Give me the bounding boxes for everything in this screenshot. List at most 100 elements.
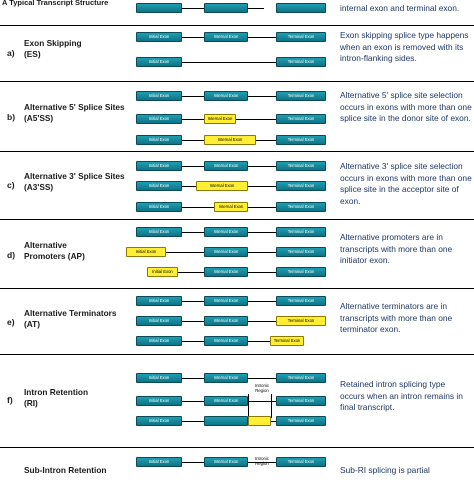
exon-initial: Initial Exon xyxy=(136,336,182,346)
exon-terminal: Terminal Exon xyxy=(276,91,326,101)
row-letter: f) xyxy=(7,395,13,405)
row-letter: e) xyxy=(7,317,15,327)
transcript: Initial Exon Internal Exon Terminal Exon xyxy=(0,372,474,386)
exon-initial: Initial Exon xyxy=(136,135,182,145)
intronic-region-label: Intronic Region xyxy=(254,383,270,393)
exon-internal: Internal Exon xyxy=(204,227,248,237)
transcript: Initial Exon Internal Exon Terminal Exon xyxy=(0,134,474,148)
row-alt-promoters: d) Alternative Promoters (AP) Initial Ex… xyxy=(0,220,474,289)
exon-initial: Initial Exon xyxy=(136,161,182,171)
exon-initial: Initial Exon xyxy=(136,316,182,326)
exon-internal: Internal Exon xyxy=(204,247,248,257)
exon-terminal: Terminal Exon xyxy=(276,181,326,191)
row-letter: c) xyxy=(7,180,15,190)
exon-initial: Initial Exon xyxy=(136,416,182,426)
transcript: Initial Exon Internal Exon Terminal Exon xyxy=(0,113,474,127)
exon-internal-alt: Internal Exon xyxy=(204,135,256,145)
row-alt-terminators: e) Alternative Terminators (AT) Initial … xyxy=(0,289,474,355)
row-description: Sub-RI splicing is partial xyxy=(340,465,430,475)
row-letter: d) xyxy=(7,250,16,260)
exon xyxy=(136,3,182,13)
exon-initial: Initial Exon xyxy=(136,114,182,124)
row-label: Alternative Promoters (AP) xyxy=(24,240,85,261)
exon-terminal: Terminal Exon xyxy=(276,57,326,67)
transcript: Initial Exon Internal Exon Terminal Exon xyxy=(0,315,474,329)
exon-internal: Internal Exon xyxy=(204,161,248,171)
exon-initial: Initial Exon xyxy=(136,296,182,306)
transcript: Initial Exon Internal Exon Terminal Exon xyxy=(0,160,474,174)
exon-internal: Internal Exon xyxy=(204,396,248,406)
row-exon-skipping: a) Exon Skipping (ES) Initial Exon Inter… xyxy=(0,26,474,82)
exon-terminal: Terminal Exon xyxy=(276,32,326,42)
exon-terminal: Terminal Exon xyxy=(276,373,326,383)
exon-terminal: Terminal Exon xyxy=(276,267,326,277)
transcript: Initial Exon Internal Exon Terminal Exon xyxy=(0,226,474,240)
exon-initial: Initial Exon xyxy=(136,396,182,406)
transcript: Initial Exon Terminal Exon xyxy=(0,56,474,70)
exon-terminal: Terminal Exon xyxy=(276,396,326,406)
exon xyxy=(276,3,326,13)
transcript: Initial Exon Internal Exon Terminal Exon xyxy=(0,266,474,280)
transcript: Initial Exon Internal Exon Terminal Exon xyxy=(0,90,474,104)
exon-internal: Internal Exon xyxy=(204,296,248,306)
exon-terminal: Terminal Exon xyxy=(276,227,326,237)
row-description: Alternative 3' splice site selection occ… xyxy=(340,161,472,206)
exon-initial-alt: Initial Exon xyxy=(126,247,166,257)
transcript: Initial Exon Internal Exon Terminal Exon xyxy=(0,201,474,215)
exon-initial: Initial Exon xyxy=(136,57,182,67)
intronic-region-label: Intronic Region xyxy=(254,456,270,466)
row-label: A Typical Transcript Structure xyxy=(2,0,109,7)
exon-initial: Initial Exon xyxy=(136,457,182,467)
exon-initial: Initial Exon xyxy=(136,202,182,212)
exon-terminal: Terminal Exon xyxy=(276,416,326,426)
exon-internal: Internal Exon xyxy=(204,457,248,467)
exon-terminal: Terminal Exon xyxy=(276,161,326,171)
exon-initial: Initial Exon xyxy=(136,181,182,191)
row-description: internal exon and terminal exon. xyxy=(340,3,460,13)
exon-initial: Initial Exon xyxy=(136,91,182,101)
exon-initial-alt: Initial Exon xyxy=(147,267,178,277)
row-label: Alternative 3' Splice Sites (A3'SS) xyxy=(24,171,125,192)
row-label: Exon Skipping (ES) xyxy=(24,38,82,59)
row-label: Sub-Intron Retention xyxy=(24,465,107,475)
exon-terminal: Terminal Exon xyxy=(276,457,326,467)
exon-internal: Internal Exon xyxy=(204,373,248,383)
transcript: Initial Exon Internal Exon Terminal Exon xyxy=(0,31,474,45)
transcript: Initial Exon Internal Exon Terminal Exon xyxy=(0,395,474,409)
exon-initial: Initial Exon xyxy=(136,227,182,237)
row-typical: A Typical Transcript Structure internal … xyxy=(0,0,474,26)
row-sub-intron-retention: Sub-Intron Retention Intronic Region Ini… xyxy=(0,448,474,488)
row-a5ss: b) Alternative 5' Splice Sites (A5'SS) I… xyxy=(0,82,474,152)
transcript: Initial Exon Terminal Exon xyxy=(0,415,474,429)
row-intron-retention: f) Intron Retention (RI) Initial Exon In… xyxy=(0,355,474,448)
exon-initial: Initial Exon xyxy=(136,32,182,42)
intron-line xyxy=(182,62,276,64)
row-label: Intron Retention (RI) xyxy=(24,387,89,408)
exon-terminal-alt: Terminal Exon xyxy=(276,316,326,326)
exon-internal: Internal Exon xyxy=(204,316,248,326)
row-label: Alternative 5' Splice Sites (A5'SS) xyxy=(24,102,125,123)
transcript: Initial Exon Internal Exon Terminal Exon xyxy=(0,295,474,309)
intronic-region-marker xyxy=(271,394,272,418)
exon-internal: Internal Exon xyxy=(204,336,248,346)
transcript: Initial Exon Internal Exon Terminal Exon xyxy=(0,335,474,349)
exon-initial: Initial Exon xyxy=(136,373,182,383)
exon-internal-alt: Internal Exon xyxy=(204,114,236,124)
exon-internal xyxy=(204,416,248,426)
exon-internal: Internal Exon xyxy=(204,267,248,277)
retained-intron xyxy=(248,416,271,426)
row-description: Exon skipping splice type happens when a… xyxy=(340,30,469,63)
row-description: Retained intron splicing type occurs whe… xyxy=(340,379,463,412)
exon-terminal: Terminal Exon xyxy=(276,135,326,145)
transcript xyxy=(0,2,474,16)
transcript: Initial Exon Internal Exon Terminal Exon xyxy=(0,246,474,260)
exon-internal-alt: Internal Exon xyxy=(196,181,248,191)
row-description: Alternative promoters are in transcripts… xyxy=(340,232,453,265)
row-letter: b) xyxy=(7,112,16,122)
row-letter: a) xyxy=(7,48,15,58)
intronic-region-marker xyxy=(248,394,249,418)
exon-terminal: Terminal Exon xyxy=(276,247,326,257)
exon-internal-alt: Internal Exon xyxy=(214,202,248,212)
transcript: Initial Exon Internal Exon Terminal Exon xyxy=(0,456,474,470)
